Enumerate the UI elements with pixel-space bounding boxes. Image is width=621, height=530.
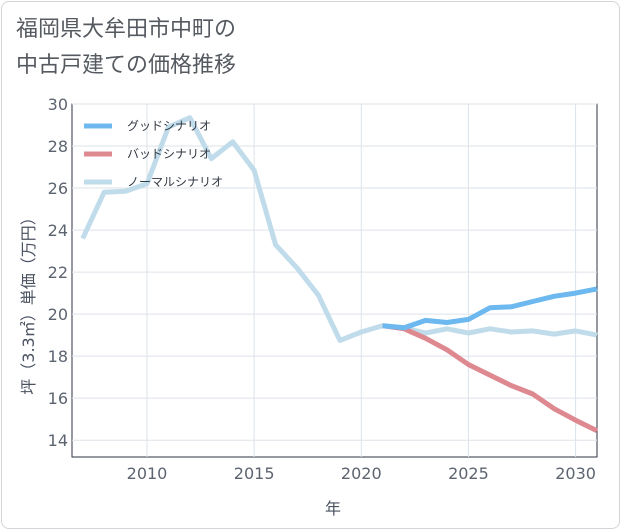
legend-label: グッドシナリオ — [127, 119, 211, 133]
y-tick-label: 14 — [48, 431, 68, 450]
x-tick-label: 2025 — [448, 464, 489, 483]
legend-label: バッドシナリオ — [127, 147, 211, 161]
y-tick-label: 26 — [48, 179, 68, 198]
x-axis-ticks: 2010 2015 2020 2025 2030 — [127, 464, 596, 483]
chart-title: 福岡県大牟田市中町の 中古戸建ての価格推移 — [16, 12, 236, 84]
chart-title-line-2: 中古戸建ての価格推移 — [16, 53, 237, 78]
x-tick-label: 2010 — [127, 464, 168, 483]
series-lines — [80, 115, 599, 433]
x-tick-label: 2015 — [234, 464, 275, 483]
y-tick-label: 20 — [48, 305, 68, 324]
y-tick-label: 30 — [48, 95, 68, 114]
x-axis-label: 年 — [325, 499, 341, 518]
legend-label: ノーマルシナリオ — [127, 175, 223, 189]
x-tick-label: 2030 — [555, 464, 596, 483]
series-line-2 — [382, 323, 599, 433]
y-axis-label: 坪（3.3㎡）単価（万円） — [19, 209, 38, 394]
y-tick-label: 16 — [48, 389, 68, 408]
x-tick-label: 2020 — [341, 464, 382, 483]
grid-lines — [72, 103, 597, 457]
series-line-3 — [80, 115, 598, 343]
series-line-1 — [382, 286, 598, 331]
y-tick-label: 28 — [48, 137, 68, 156]
y-tick-label: 22 — [48, 263, 68, 282]
y-tick-label: 24 — [48, 221, 68, 240]
y-axis-ticks: 14 16 18 20 22 24 26 28 30 — [48, 95, 68, 450]
chart-title-line-1: 福岡県大牟田市中町の — [16, 17, 237, 42]
y-tick-label: 18 — [48, 347, 68, 366]
